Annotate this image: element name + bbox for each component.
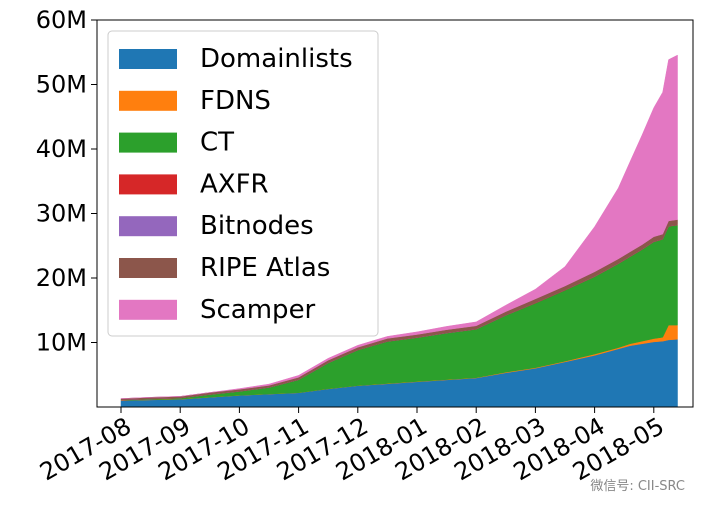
y-tick-label: 20M — [36, 264, 87, 292]
area-scamper — [120, 54, 678, 399]
legend-label: RIPE Atlas — [200, 253, 330, 283]
legend-swatch-axfr — [119, 174, 177, 195]
legend-swatch-ct — [119, 132, 177, 153]
y-tick-label: 30M — [36, 200, 87, 228]
legend-swatch-fdns — [119, 90, 177, 111]
legend-label: Bitnodes — [200, 211, 314, 241]
legend-label: CT — [200, 128, 234, 158]
legend-label: Domainlists — [200, 44, 353, 74]
legend-swatch-domainlists — [119, 49, 177, 69]
y-tick-label: 40M — [36, 135, 87, 163]
y-tick-label: 60M — [36, 6, 87, 34]
watermark-text: 微信号: CII-SRC — [590, 479, 685, 494]
x-axis: 2017-082017-092017-102017-112017-122018-… — [35, 407, 669, 486]
y-tick-label: 50M — [36, 71, 87, 99]
legend: Domainlists FDNS CT AXFR Bitnodes RIPE Atlas S… — [107, 30, 379, 337]
legend-swatch-bitnodes — [119, 216, 177, 237]
legend-label: FDNS — [200, 86, 271, 116]
legend-swatch-scamper — [119, 299, 177, 320]
y-axis: 10M 20M 30M 40M 50M 60M — [36, 6, 97, 357]
legend-label: Scamper — [200, 295, 316, 325]
legend-label: AXFR — [200, 169, 269, 199]
y-tick-label: 10M — [36, 329, 87, 357]
legend-swatch-ripe-atlas — [119, 258, 177, 278]
